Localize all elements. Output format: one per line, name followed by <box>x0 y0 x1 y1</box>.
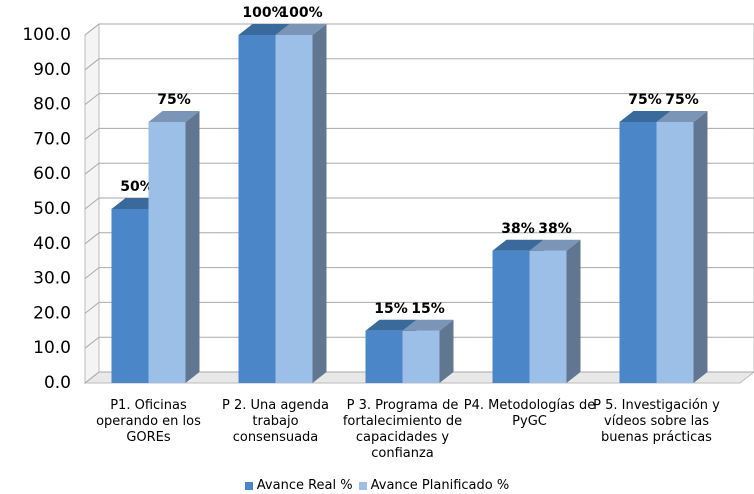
y-tick-label: 0.0 <box>44 373 71 393</box>
legend-label: Avance Planificado % <box>370 478 510 493</box>
y-tick-label: 40.0 <box>33 234 71 254</box>
bar-side <box>566 239 581 383</box>
grid-line <box>84 23 754 36</box>
grid-line <box>84 93 754 105</box>
bar-top <box>275 24 327 35</box>
bar-side <box>185 111 200 383</box>
legend-swatch <box>358 481 367 490</box>
value-label: 75% <box>628 92 662 108</box>
bar-top <box>492 239 544 251</box>
y-tick-label: 70.0 <box>33 129 71 149</box>
grid-line <box>84 232 754 245</box>
bar-top <box>656 111 708 122</box>
value-label: 75% <box>665 92 699 108</box>
x-tick-label: P4. Metodologías de PyGC <box>463 398 596 429</box>
bar-top <box>238 24 290 35</box>
bar-top <box>619 111 671 122</box>
x-tick-label: P 3. Programa de fortalecimiento de capa… <box>342 398 463 461</box>
value-label: 100% <box>242 5 285 21</box>
bar <box>529 250 567 383</box>
bar-side <box>693 111 708 383</box>
y-tick-label: 50.0 <box>33 199 71 219</box>
bar <box>111 209 149 383</box>
value-label: 38% <box>538 221 572 237</box>
legend-label: Avance Real % <box>256 478 353 493</box>
value-label: 50% <box>120 179 154 195</box>
bar <box>275 35 313 383</box>
legend-item: Avance Planificado % <box>358 478 510 493</box>
y-tick-label: 20.0 <box>33 303 71 323</box>
bar <box>402 330 440 383</box>
grid-line <box>84 58 754 71</box>
y-tick-label: 90.0 <box>33 60 71 80</box>
bar <box>148 122 186 383</box>
y-tick-label: 10.0 <box>33 338 71 358</box>
grid-line <box>84 197 754 210</box>
y-tick-label: 80.0 <box>33 95 71 115</box>
y-tick-label: 60.0 <box>33 164 71 184</box>
value-label: 15% <box>374 301 408 317</box>
y-tick-label: 100.0 <box>22 25 71 45</box>
value-label: 15% <box>411 301 445 317</box>
value-label: 75% <box>157 92 191 108</box>
bar <box>238 35 276 383</box>
legend-swatch <box>244 481 253 490</box>
grid-line <box>84 162 754 175</box>
legend: Avance Real % Avance Planificado % <box>0 478 754 494</box>
x-tick-label: P 2. Una agenda trabajo consensuada <box>221 398 330 445</box>
bar-top <box>148 111 200 122</box>
value-label: 100% <box>279 5 322 21</box>
x-tick-label: P 5. Investigación y vídeos sobre las bu… <box>593 398 720 445</box>
bar-top <box>402 319 454 331</box>
bar-top <box>529 239 581 251</box>
bar <box>492 250 530 383</box>
bar <box>365 330 403 383</box>
value-label: 38% <box>501 221 535 237</box>
bar <box>656 122 694 383</box>
bar <box>619 122 657 383</box>
bar-side <box>312 24 327 383</box>
legend-item: Avance Real % <box>244 478 353 493</box>
x-tick-label: P1. Oficinas operando en los GOREs <box>96 398 201 445</box>
bar-top <box>365 319 417 331</box>
bar-side <box>439 319 454 383</box>
grid-line <box>84 127 754 140</box>
y-tick-label: 30.0 <box>33 269 71 289</box>
